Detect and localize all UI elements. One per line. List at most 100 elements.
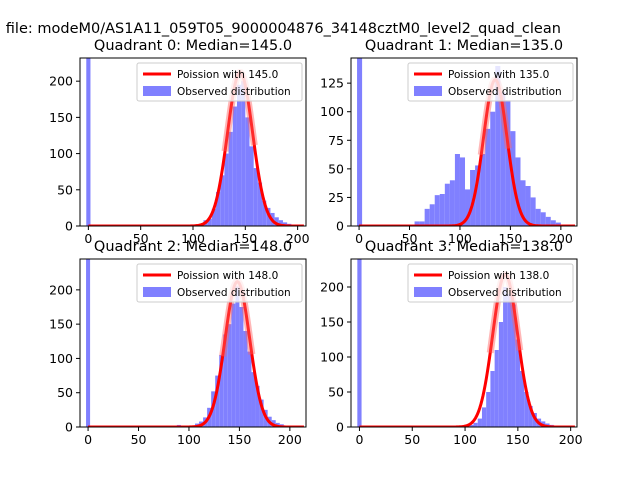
- histogram-bar: [278, 220, 283, 226]
- y-tick-label: 150: [49, 317, 73, 332]
- x-tick-label: 150: [233, 231, 257, 246]
- histogram-bar: [454, 154, 460, 226]
- y-tick-label: 150: [320, 315, 344, 330]
- histogram-bar: [490, 371, 495, 427]
- histogram-bar: [227, 324, 232, 427]
- histogram-bar: [251, 372, 256, 427]
- y-tick-label: 150: [49, 110, 73, 125]
- y-tick-label: 0: [65, 420, 73, 435]
- axes-frame: [350, 57, 578, 227]
- legend: Poission with 135.0 Observed distribution: [407, 62, 574, 102]
- histogram-bar: [245, 117, 250, 226]
- legend-patch-marker: [143, 86, 171, 96]
- histogram-bar: [236, 84, 242, 226]
- subplot-quadrant-2: Quadrant 2: Median=148.0 0 50 100 150 200 0 50 1…: [49, 239, 307, 447]
- histogram-bar: [429, 204, 435, 226]
- legend-label-poisson: Poission with 135.0: [448, 69, 549, 81]
- x-tick-label: 200: [549, 231, 573, 246]
- subplot-title: Quadrant 1: Median=135.0: [365, 38, 563, 54]
- y-tick-label: 100: [49, 146, 73, 161]
- histogram-bar: [219, 355, 224, 427]
- y-tick-label: 0: [65, 219, 73, 234]
- histogram-bar: [215, 375, 220, 427]
- histogram-bar: [486, 392, 491, 427]
- legend-box: [407, 263, 574, 303]
- legend-patch-marker: [414, 86, 442, 96]
- y-tick-label: 100: [49, 351, 73, 366]
- histogram-bar: [481, 407, 487, 427]
- x-tick-label: 50: [402, 231, 418, 246]
- y-tick-label: 0: [336, 420, 344, 435]
- histogram-bar: [228, 131, 233, 226]
- histogram-bar: [274, 217, 279, 226]
- x-tick-label: 200: [559, 432, 583, 447]
- histogram-bar: [515, 339, 520, 427]
- histogram-bar: [507, 294, 512, 427]
- histogram-bar: [86, 259, 91, 427]
- histogram-bar: [485, 128, 491, 226]
- histogram-bar: [235, 286, 240, 427]
- y-tick-label: 50: [328, 161, 344, 176]
- histogram-bar: [232, 106, 237, 226]
- y-tick-label: 75: [328, 133, 344, 148]
- x-tick-label: 0: [355, 432, 363, 447]
- legend-patch-marker: [414, 287, 442, 297]
- histogram-bar: [434, 195, 440, 226]
- histogram-bar: [495, 66, 501, 226]
- histogram-bar: [216, 191, 221, 226]
- y-tick-label: 200: [49, 74, 73, 89]
- x-tick-label: 100: [453, 432, 477, 447]
- x-tick-label: 200: [286, 231, 310, 246]
- histogram-bar: [241, 81, 246, 226]
- y-tick-label: 25: [328, 190, 344, 205]
- legend-label-poisson: Poission with 145.0: [177, 69, 278, 81]
- histogram-bar: [528, 406, 533, 427]
- legend: Poission with 145.0 Observed distribution: [136, 62, 303, 102]
- y-tick-label: 0: [336, 219, 344, 234]
- legend-label-poisson: Poission with 148.0: [177, 270, 278, 282]
- histogram-bar: [259, 399, 264, 427]
- histogram-bar: [239, 307, 244, 427]
- histogram-bar: [86, 58, 91, 226]
- y-tick-label: 100: [320, 104, 344, 119]
- x-tick-label: 150: [227, 432, 251, 447]
- legend-label-observed: Observed distribution: [448, 86, 562, 98]
- y-tick-label: 200: [49, 282, 73, 297]
- histogram-bar: [490, 111, 496, 226]
- subplot-title: Quadrant 2: Median=148.0: [94, 239, 292, 255]
- histogram-bar: [207, 218, 212, 226]
- y-tick-label: 50: [57, 182, 73, 197]
- histogram-bar: [414, 221, 420, 226]
- y-tick-label: 50: [57, 385, 73, 400]
- legend-label-observed: Observed distribution: [177, 287, 291, 299]
- x-tick-label: 150: [498, 231, 522, 246]
- histogram-bar: [220, 175, 225, 226]
- histogram-bar: [550, 220, 556, 226]
- histogram-bar: [223, 334, 228, 427]
- histogram-bar: [494, 350, 499, 427]
- histogram-bar: [465, 189, 471, 226]
- subplot-title: Quadrant 0: Median=145.0: [94, 38, 292, 54]
- poisson-curve: [88, 279, 304, 427]
- histogram-bar: [255, 385, 260, 427]
- y-tick-label: 200: [320, 280, 344, 295]
- x-tick-label: 100: [177, 432, 201, 447]
- x-tick-label: 100: [181, 231, 205, 246]
- legend: Poission with 138.0 Observed distribution: [407, 263, 574, 303]
- histogram-bar: [257, 182, 263, 226]
- histogram-bar: [224, 153, 229, 226]
- histogram-bar: [253, 168, 258, 226]
- x-tick-label: 0: [84, 432, 92, 447]
- histogram-bar: [473, 422, 478, 427]
- histogram-bar: [540, 212, 546, 226]
- legend-box: [136, 62, 303, 102]
- histogram-bar: [525, 186, 531, 226]
- subplot-title: Quadrant 3: Median=138.0: [365, 239, 563, 255]
- y-tick-label: 100: [320, 350, 344, 365]
- poisson-curve: [359, 272, 575, 427]
- histogram-bar: [419, 221, 425, 226]
- x-tick-label: 150: [506, 432, 530, 447]
- axes-frame: [350, 258, 578, 428]
- x-tick-label: 0: [84, 231, 92, 246]
- x-tick-label: 200: [278, 432, 302, 447]
